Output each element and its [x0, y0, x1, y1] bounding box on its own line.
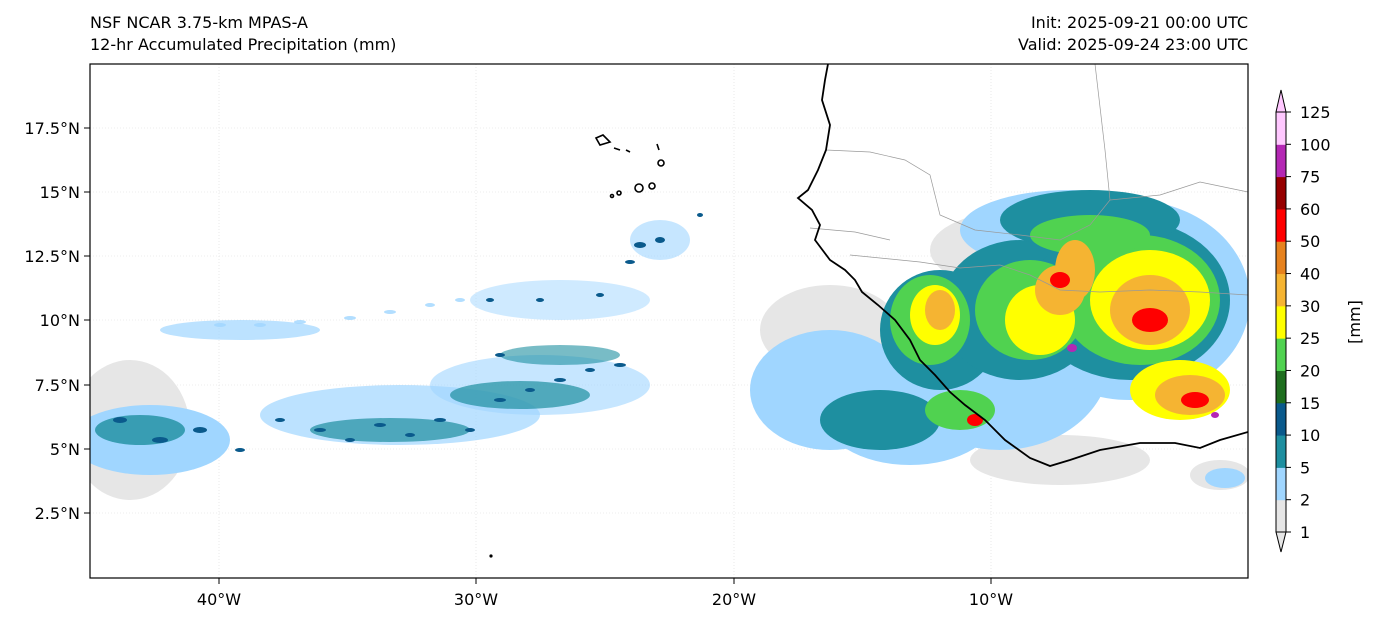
- lat-tick-label: 17.5°N: [24, 119, 80, 138]
- colorbar-swatch: [1276, 435, 1286, 468]
- lat-tick-label: 7.5°N: [35, 376, 80, 395]
- lon-axis: 40°W 30°W 20°W 10°W: [197, 578, 1013, 609]
- colorbar-tick-label: 1: [1300, 523, 1310, 542]
- coastline: [796, 64, 1248, 467]
- small-island: [489, 554, 493, 558]
- colorbar-swatch: [1276, 338, 1286, 371]
- scattered-cells: [113, 213, 703, 452]
- country-borders: [809, 64, 1248, 296]
- colorbar-swatches: [1276, 112, 1286, 533]
- lon-tick-label: 10°W: [969, 590, 1013, 609]
- colorbar-frame: [1275, 111, 1287, 533]
- scattered-light-cells: [214, 298, 465, 327]
- field-name: 12-hr Accumulated Precipitation (mm): [90, 35, 397, 54]
- lat-tick-label: 2.5°N: [35, 504, 80, 523]
- gridlines: [90, 64, 1248, 578]
- colorbar-upper-extend: [1275, 89, 1287, 113]
- colorbar-tick-label: 20: [1300, 361, 1320, 380]
- colorbar-tick-label: 50: [1300, 232, 1320, 251]
- title-right: Init: 2025-09-21 00:00 UTC Valid: 2025-0…: [1018, 12, 1248, 56]
- colorbar-tick-label: 2: [1300, 491, 1310, 510]
- precip-field-100mm: [1067, 344, 1219, 418]
- colorbar-swatch: [1276, 467, 1286, 501]
- colorbar-swatch: [1276, 305, 1286, 339]
- lat-tick-label: 12.5°N: [24, 247, 80, 266]
- colorbar-swatch: [1276, 499, 1286, 533]
- colorbar-tick-label: 5: [1300, 458, 1310, 477]
- lon-tick-label: 20°W: [712, 590, 756, 609]
- lon-tick-label: 40°W: [197, 590, 241, 609]
- model-name: NSF NCAR 3.75-km MPAS-A: [90, 13, 308, 32]
- colorbar-tick-label: 100: [1300, 135, 1331, 154]
- map-frame: [89, 63, 1249, 579]
- precip-field-50mm: [967, 272, 1209, 426]
- lat-tick-label: 10°N: [40, 311, 80, 330]
- lon-tick-label: 30°W: [454, 590, 498, 609]
- colorbar-tick-label: 125: [1300, 103, 1331, 122]
- title-left: NSF NCAR 3.75-km MPAS-A 12-hr Accumulate…: [90, 12, 396, 56]
- lat-axis: 17.5°N 15°N 12.5°N 10°N 7.5°N 5°N 2.5°N: [24, 119, 90, 523]
- colorbar-lower-extend: [1275, 531, 1287, 553]
- lat-tick-label: 5°N: [50, 440, 80, 459]
- colorbar-swatch: [1276, 176, 1286, 210]
- lat-tick-label: 15°N: [40, 183, 80, 202]
- init-time: Init: 2025-09-21 00:00 UTC: [1030, 13, 1248, 32]
- colorbar-tick-label: 40: [1300, 265, 1320, 284]
- map-panel: [89, 63, 1249, 579]
- colorbar-tick-label: 15: [1300, 394, 1320, 413]
- cape-verde-islands: [594, 134, 665, 199]
- colorbar-tick-label: 25: [1300, 329, 1320, 348]
- colorbar-swatch: [1276, 208, 1286, 242]
- colorbar-tick-label: 10: [1300, 426, 1320, 445]
- colorbar-tick-label: 60: [1300, 200, 1320, 219]
- colorbar-swatch: [1276, 241, 1286, 275]
- colorbar-tick-label: 30: [1300, 297, 1320, 316]
- colorbar-swatch: [1276, 112, 1286, 145]
- colorbar-swatch: [1276, 402, 1286, 436]
- colorbar-swatch: [1276, 370, 1286, 404]
- colorbar-swatch: [1276, 273, 1286, 307]
- valid-time: Valid: 2025-09-24 23:00 UTC: [1017, 35, 1248, 54]
- colorbar-tick-label: 75: [1300, 168, 1320, 187]
- colorbar-unit-label: [mm]: [1345, 300, 1364, 344]
- colorbar-swatch: [1276, 144, 1286, 178]
